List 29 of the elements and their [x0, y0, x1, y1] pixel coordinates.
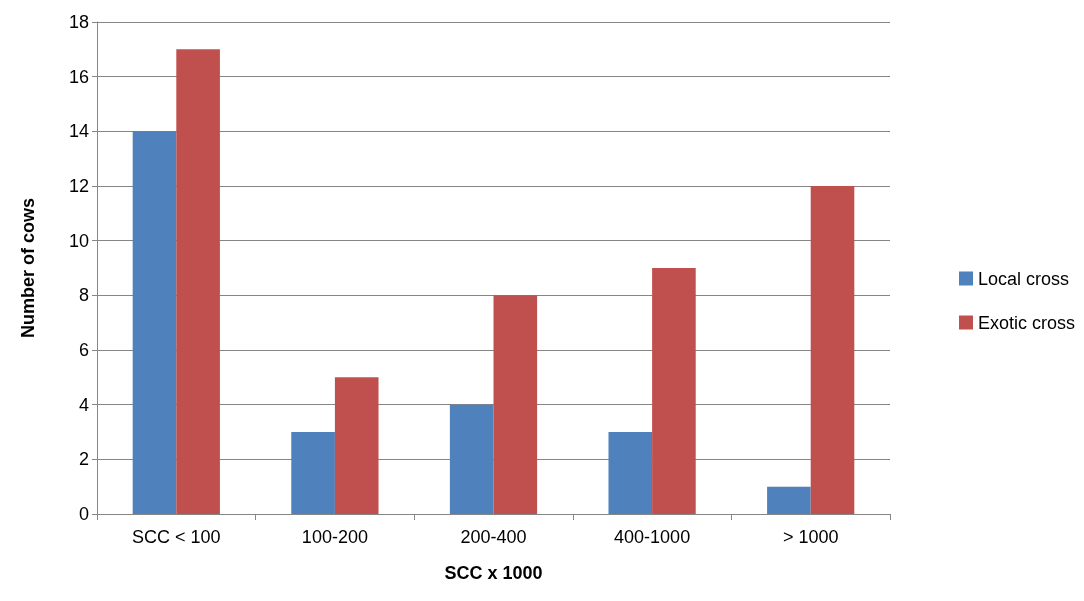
- x-tick-label: 200-400: [460, 527, 527, 547]
- bar: [493, 295, 538, 514]
- x-tick-label: 400-1000: [614, 527, 691, 547]
- x-tick-label: SCC < 100: [132, 527, 221, 547]
- y-axis-title: Number of cows: [18, 197, 38, 339]
- y-tick-label: 0: [78, 504, 89, 524]
- x-axis-title: SCC x 1000: [444, 563, 543, 583]
- bar: [449, 404, 494, 514]
- legend-label: Local cross: [977, 268, 1070, 289]
- x-tick-label: 100-200: [301, 527, 368, 547]
- y-tick-label: 8: [78, 285, 89, 306]
- y-tick-label: 6: [78, 340, 89, 360]
- y-tick-label: 16: [68, 66, 89, 87]
- bar: [810, 186, 855, 514]
- legend-label: Exotic cross: [977, 312, 1076, 333]
- y-tick-label: 18: [68, 12, 89, 32]
- bar: [176, 49, 220, 514]
- bar: [334, 377, 379, 514]
- bar: [608, 432, 653, 514]
- bar: [291, 432, 335, 514]
- y-tick-label: 2: [78, 449, 89, 470]
- bar: [767, 486, 811, 514]
- x-tick-label: > 1000: [782, 527, 839, 547]
- y-tick-label: 10: [68, 230, 89, 251]
- y-tick-label: 14: [68, 121, 89, 142]
- y-tick-label: 12: [68, 176, 89, 196]
- bar: [132, 131, 177, 514]
- bar: [652, 268, 696, 514]
- y-tick-label: 4: [78, 394, 89, 415]
